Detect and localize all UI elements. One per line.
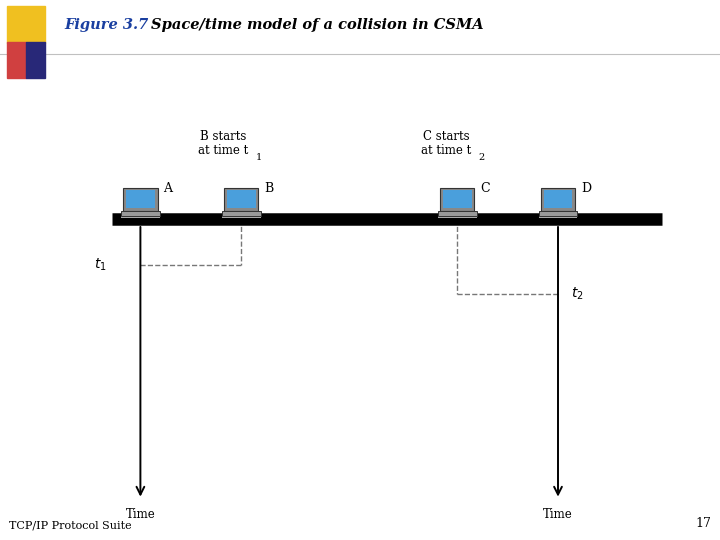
Bar bbox=[121, 211, 160, 216]
Text: B starts: B starts bbox=[200, 130, 246, 143]
Text: Time: Time bbox=[125, 508, 156, 521]
Text: 2: 2 bbox=[479, 153, 485, 162]
Text: Space/time model of a collision in CSMA: Space/time model of a collision in CSMA bbox=[151, 18, 484, 32]
Bar bbox=[438, 216, 477, 218]
Text: Figure 3.7: Figure 3.7 bbox=[65, 18, 149, 32]
Text: B: B bbox=[264, 183, 274, 195]
Bar bbox=[544, 190, 572, 208]
Bar bbox=[443, 190, 472, 208]
Text: at time t: at time t bbox=[421, 144, 472, 157]
Text: C starts: C starts bbox=[423, 130, 469, 143]
Text: A: A bbox=[163, 183, 173, 195]
Text: 17: 17 bbox=[696, 517, 711, 530]
Bar bbox=[126, 190, 155, 208]
Bar bbox=[222, 211, 261, 216]
Text: TCP/IP Protocol Suite: TCP/IP Protocol Suite bbox=[9, 520, 131, 530]
Text: C: C bbox=[480, 183, 490, 195]
Text: Time: Time bbox=[543, 508, 573, 521]
Bar bbox=[123, 188, 158, 211]
Text: D: D bbox=[581, 183, 591, 195]
Bar bbox=[227, 190, 256, 208]
Bar bbox=[438, 211, 477, 216]
Bar bbox=[26, 42, 45, 78]
Bar bbox=[541, 188, 575, 211]
Text: $t_2$: $t_2$ bbox=[571, 286, 584, 302]
Bar bbox=[539, 211, 577, 216]
Bar bbox=[539, 216, 577, 218]
Bar bbox=[222, 216, 261, 218]
Text: 1: 1 bbox=[256, 153, 262, 162]
Text: $t_1$: $t_1$ bbox=[94, 256, 107, 273]
Bar bbox=[440, 188, 474, 211]
Bar bbox=[121, 216, 160, 218]
Bar bbox=[7, 6, 45, 43]
Bar bbox=[224, 188, 258, 211]
Text: at time t: at time t bbox=[198, 144, 248, 157]
Bar bbox=[7, 42, 26, 78]
